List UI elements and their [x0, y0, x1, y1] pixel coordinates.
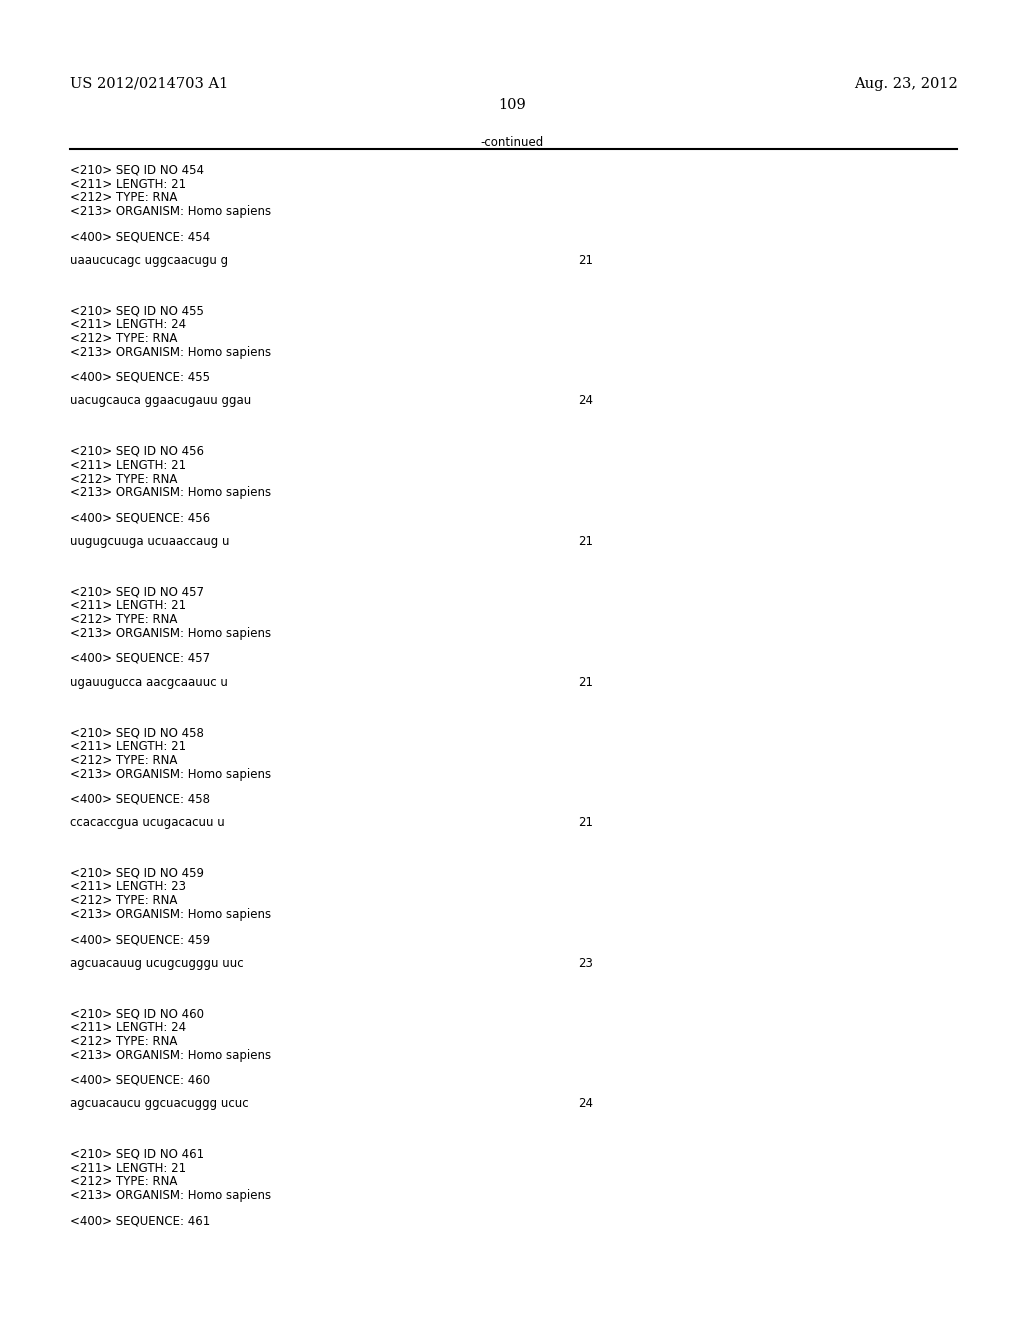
Text: uaaucucagc uggcaacugu g: uaaucucagc uggcaacugu g: [70, 253, 227, 267]
Text: <211> LENGTH: 21: <211> LENGTH: 21: [70, 458, 185, 471]
Text: 21: 21: [579, 535, 594, 548]
Text: 21: 21: [579, 253, 594, 267]
Text: <213> ORGANISM: Homo sapiens: <213> ORGANISM: Homo sapiens: [70, 1189, 270, 1203]
Text: <212> TYPE: RNA: <212> TYPE: RNA: [70, 473, 177, 486]
Text: <212> TYPE: RNA: <212> TYPE: RNA: [70, 895, 177, 907]
Text: <212> TYPE: RNA: <212> TYPE: RNA: [70, 333, 177, 345]
Text: agcuacauug ucugcugggu uuc: agcuacauug ucugcugggu uuc: [70, 957, 244, 970]
Text: 109: 109: [498, 98, 526, 112]
Text: 21: 21: [579, 676, 594, 689]
Text: <210> SEQ ID NO 461: <210> SEQ ID NO 461: [70, 1147, 204, 1160]
Text: <213> ORGANISM: Homo sapiens: <213> ORGANISM: Homo sapiens: [70, 1048, 270, 1061]
Text: <213> ORGANISM: Homo sapiens: <213> ORGANISM: Homo sapiens: [70, 205, 270, 218]
Text: <212> TYPE: RNA: <212> TYPE: RNA: [70, 1035, 177, 1048]
Text: <212> TYPE: RNA: <212> TYPE: RNA: [70, 191, 177, 205]
Text: <211> LENGTH: 24: <211> LENGTH: 24: [70, 318, 185, 331]
Text: <400> SEQUENCE: 459: <400> SEQUENCE: 459: [70, 933, 210, 946]
Text: <210> SEQ ID NO 455: <210> SEQ ID NO 455: [70, 305, 204, 317]
Text: <210> SEQ ID NO 457: <210> SEQ ID NO 457: [70, 586, 204, 598]
Text: <400> SEQUENCE: 461: <400> SEQUENCE: 461: [70, 1214, 210, 1228]
Text: 21: 21: [579, 816, 594, 829]
Text: <213> ORGANISM: Homo sapiens: <213> ORGANISM: Homo sapiens: [70, 908, 270, 921]
Text: uugugcuuga ucuaaccaug u: uugugcuuga ucuaaccaug u: [70, 535, 229, 548]
Text: <213> ORGANISM: Homo sapiens: <213> ORGANISM: Homo sapiens: [70, 346, 270, 359]
Text: <213> ORGANISM: Homo sapiens: <213> ORGANISM: Homo sapiens: [70, 768, 270, 780]
Text: <210> SEQ ID NO 454: <210> SEQ ID NO 454: [70, 164, 204, 177]
Text: uacugcauca ggaacugauu ggau: uacugcauca ggaacugauu ggau: [70, 395, 251, 408]
Text: <210> SEQ ID NO 460: <210> SEQ ID NO 460: [70, 1007, 204, 1020]
Text: <211> LENGTH: 21: <211> LENGTH: 21: [70, 739, 185, 752]
Text: <210> SEQ ID NO 458: <210> SEQ ID NO 458: [70, 726, 204, 739]
Text: US 2012/0214703 A1: US 2012/0214703 A1: [70, 77, 228, 91]
Text: <212> TYPE: RNA: <212> TYPE: RNA: [70, 612, 177, 626]
Text: <211> LENGTH: 21: <211> LENGTH: 21: [70, 1162, 185, 1175]
Text: <211> LENGTH: 21: <211> LENGTH: 21: [70, 177, 185, 190]
Text: <211> LENGTH: 23: <211> LENGTH: 23: [70, 880, 185, 894]
Text: <210> SEQ ID NO 456: <210> SEQ ID NO 456: [70, 445, 204, 458]
Text: <213> ORGANISM: Homo sapiens: <213> ORGANISM: Homo sapiens: [70, 486, 270, 499]
Text: <212> TYPE: RNA: <212> TYPE: RNA: [70, 1175, 177, 1188]
Text: 24: 24: [579, 1097, 594, 1110]
Text: <211> LENGTH: 24: <211> LENGTH: 24: [70, 1022, 185, 1034]
Text: <210> SEQ ID NO 459: <210> SEQ ID NO 459: [70, 866, 204, 879]
Text: Aug. 23, 2012: Aug. 23, 2012: [854, 77, 957, 91]
Text: agcuacaucu ggcuacuggg ucuc: agcuacaucu ggcuacuggg ucuc: [70, 1097, 248, 1110]
Text: <211> LENGTH: 21: <211> LENGTH: 21: [70, 599, 185, 612]
Text: -continued: -continued: [480, 136, 544, 149]
Text: 23: 23: [579, 957, 594, 970]
Text: 24: 24: [579, 395, 594, 408]
Text: <400> SEQUENCE: 454: <400> SEQUENCE: 454: [70, 230, 210, 243]
Text: <400> SEQUENCE: 458: <400> SEQUENCE: 458: [70, 792, 210, 805]
Text: <400> SEQUENCE: 460: <400> SEQUENCE: 460: [70, 1073, 210, 1086]
Text: <400> SEQUENCE: 457: <400> SEQUENCE: 457: [70, 652, 210, 665]
Text: <213> ORGANISM: Homo sapiens: <213> ORGANISM: Homo sapiens: [70, 627, 270, 640]
Text: <212> TYPE: RNA: <212> TYPE: RNA: [70, 754, 177, 767]
Text: ugauugucca aacgcaauuc u: ugauugucca aacgcaauuc u: [70, 676, 227, 689]
Text: <400> SEQUENCE: 456: <400> SEQUENCE: 456: [70, 511, 210, 524]
Text: <400> SEQUENCE: 455: <400> SEQUENCE: 455: [70, 371, 210, 384]
Text: ccacaccgua ucugacacuu u: ccacaccgua ucugacacuu u: [70, 816, 224, 829]
